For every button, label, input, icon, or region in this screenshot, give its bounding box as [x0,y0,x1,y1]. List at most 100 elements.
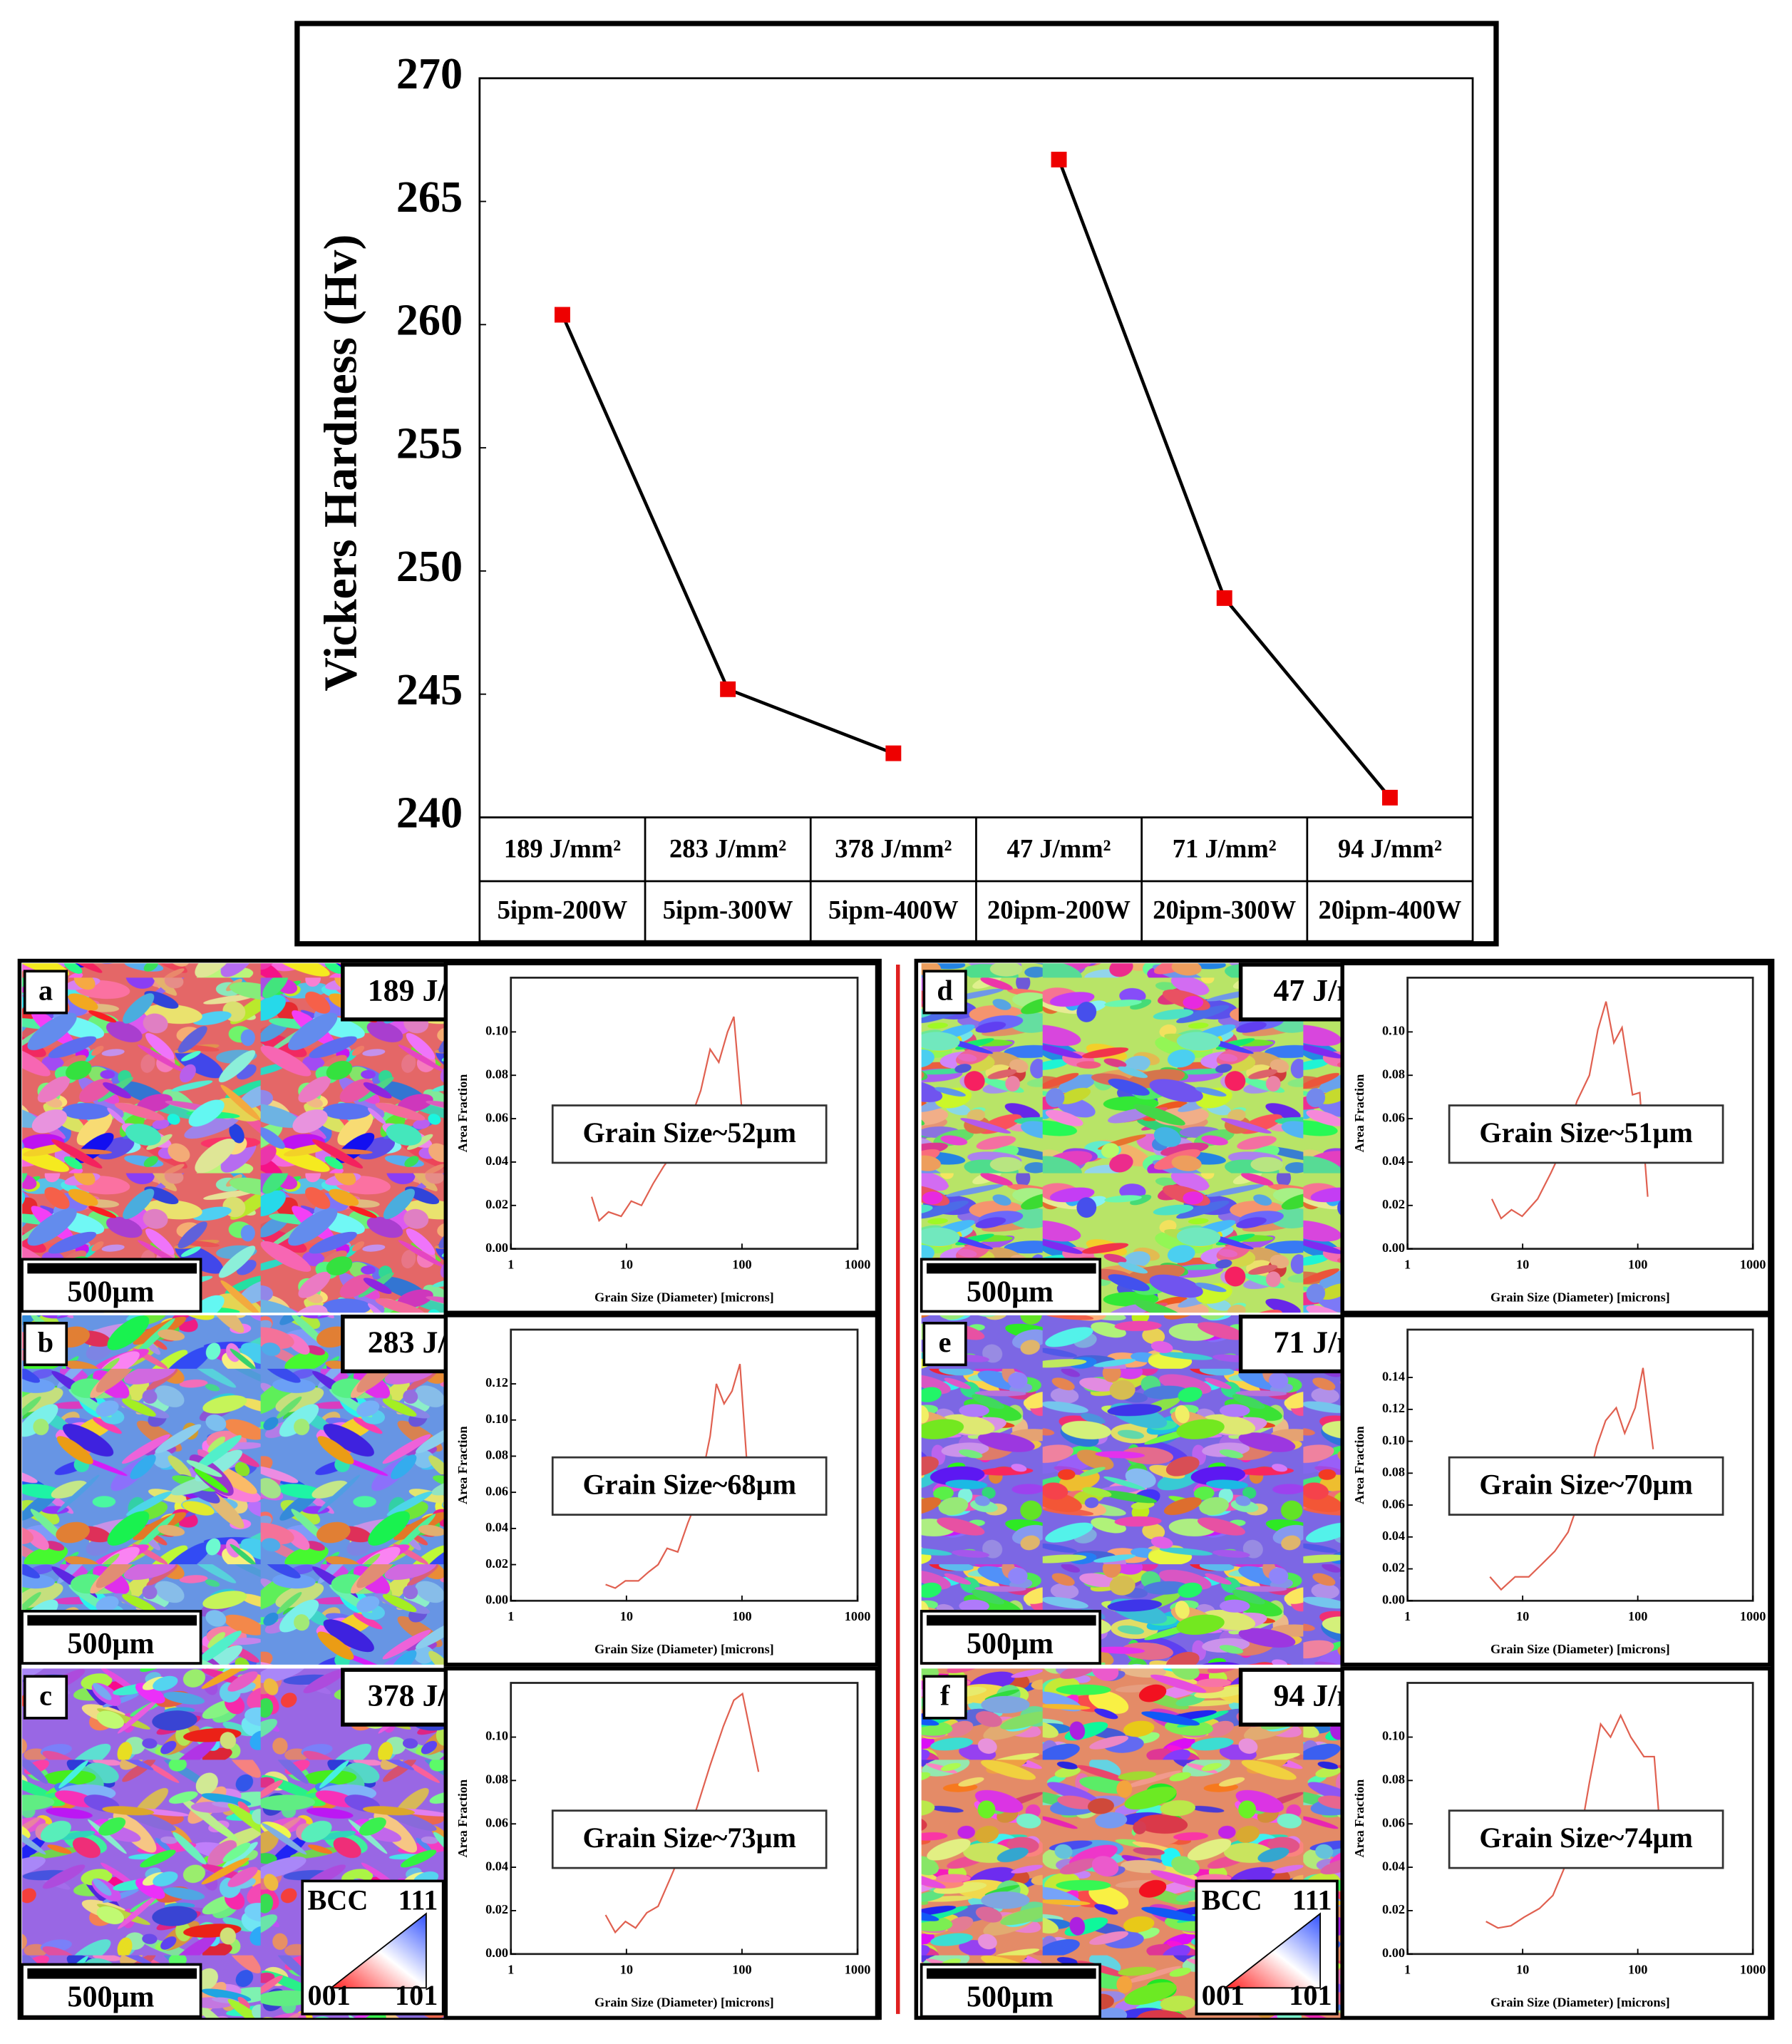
y-tick-label: 0.04 [1382,1529,1405,1543]
y-tick-label: 245 [396,666,463,714]
x-tick-label: 1 [508,1963,514,1977]
y-tick-label: 0.00 [485,1946,508,1960]
scale-bar-label: 500μm [67,1628,154,1660]
x-tick-label: 10 [620,1963,633,1977]
plot-area [510,1682,859,1956]
y-tick-label: 0.06 [1382,1110,1405,1124]
x-tick-label: 378 J/mm² [835,833,952,863]
y-tick-label: 0.10 [485,1729,508,1743]
y-tick-label: 0.10 [1382,1433,1405,1447]
panel-letter: b [38,1326,53,1358]
ipf-triangle [329,1912,427,1989]
panel-letter: f [940,1680,950,1712]
x-tick-label: 10 [620,1609,633,1623]
chart-frame [294,21,1499,947]
scale-bar [926,1615,1096,1626]
y-tick-label: 0.06 [1382,1815,1405,1829]
panel-letter: a [38,975,53,1007]
panel-letter-box [23,970,68,1015]
annotation-box [1448,1456,1724,1516]
scale-bar-label: 500μm [967,1275,1054,1308]
panel-letter: e [939,1326,952,1358]
y-tick-label: 0.06 [485,1815,508,1829]
y-tick-label: 0.04 [485,1859,508,1873]
x-axis-label: Grain Size (Diameter) [microns] [594,1642,774,1657]
y-tick-label: 0.00 [485,1241,508,1255]
x-tick-label: 100 [732,1963,751,1977]
panel-letter-box [23,1322,68,1367]
scale-bar-label: 500μm [967,1981,1054,2013]
plot-area [510,1328,859,1602]
x-tick-label: 1000 [845,1258,871,1272]
annotation: Grain Size~51μm [1479,1116,1693,1149]
y-tick-label: 0.14 [1382,1369,1405,1383]
y-tick-label: 240 [396,789,463,838]
x-tick-label: 1 [1404,1258,1411,1272]
y-tick-label: 0.08 [1382,1772,1405,1787]
y-tick-label: 0.10 [485,1024,508,1038]
y-tick-label: 0.04 [485,1154,508,1168]
y-tick-label: 270 [396,50,463,98]
y-tick-label: 0.04 [1382,1154,1405,1168]
x-tick-label: 20ipm-300W [1153,895,1296,924]
x-tick-label: 1000 [1740,1609,1766,1623]
y-tick-label: 0.10 [1382,1729,1405,1743]
y-axis-label: Area Fraction [455,1426,470,1504]
x-tick-label: 1 [508,1609,514,1623]
y-tick-label: 0.02 [485,1902,508,1916]
scale-bar-label: 500μm [67,1981,154,2013]
y-axis-label: Area Fraction [455,1074,470,1153]
annotation-box [1448,1104,1724,1164]
y-tick-label: 0.02 [1382,1197,1405,1211]
y-tick-label: 0.08 [485,1448,508,1462]
y-tick-label: 265 [396,173,463,222]
y-tick-label: 0.10 [1382,1024,1405,1038]
y-tick-label: 0.08 [1382,1465,1405,1479]
x-tick-label: 10 [1516,1963,1529,1977]
y-tick-label: 0.04 [485,1520,508,1534]
x-tick-label: 100 [1628,1963,1647,1977]
y-tick-label: 0.12 [485,1375,508,1390]
panel-letter-box [922,970,967,1015]
panel-letter-box [23,1675,68,1720]
x-tick-label: 94 J/mm² [1338,833,1442,863]
x-tick-label: 1 [1404,1609,1411,1623]
y-tick-label: 0.06 [1382,1496,1405,1511]
x-axis-label: Grain Size (Diameter) [microns] [1490,1995,1670,2010]
annotation-box [551,1104,828,1164]
annotation-box [1448,1809,1724,1869]
marker [885,745,902,761]
annotation: Grain Size~73μm [582,1822,796,1854]
plot-area [1406,976,1754,1250]
x-axis-label: Grain Size (Diameter) [microns] [594,1995,774,2010]
panel-letter-box [922,1675,967,1720]
y-tick-label: 0.04 [1382,1859,1405,1873]
panel-letter: d [937,975,952,1007]
ipf-left: 001 [307,1979,350,2011]
ipf-right: 101 [1289,1979,1332,2011]
x-tick-label: 5ipm-300W [663,895,793,924]
y-tick-label: 0.02 [485,1556,508,1571]
marker [1381,789,1398,806]
x-tick-label: 1000 [1740,1963,1766,1977]
x-tick-label: 1 [508,1258,514,1272]
y-tick-label: 0.02 [1382,1902,1405,1916]
x-tick-label: 100 [1628,1609,1647,1623]
scale-bar [926,1968,1096,1979]
annotation-box [551,1456,828,1516]
x-tick-label: 10 [1516,1258,1529,1272]
y-tick-label: 0.00 [1382,1241,1405,1255]
y-tick-label: 0.00 [1382,1592,1405,1606]
x-axis-label: Grain Size (Diameter) [microns] [1490,1290,1670,1305]
data-line [1490,1001,1649,1220]
scale-bar [27,1615,197,1626]
marker [720,681,736,697]
y-axis-label: Area Fraction [1352,1074,1366,1153]
y-tick-label: 0.08 [485,1772,508,1787]
annotation: Grain Size~74μm [1479,1822,1693,1854]
ipf-top: 111 [398,1884,438,1916]
x-tick-label: 71 J/mm² [1173,833,1277,863]
y-tick-label: 0.00 [1382,1946,1405,1960]
